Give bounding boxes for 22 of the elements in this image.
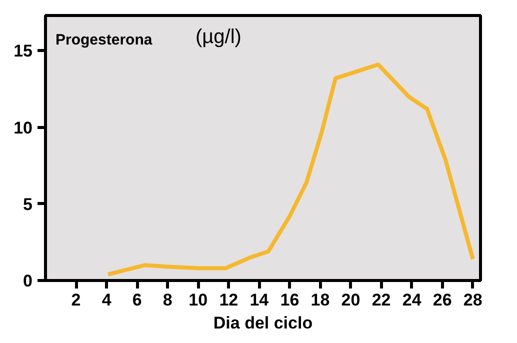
y-tick-label: 10 [14,118,33,138]
text: Progesterona [56,31,153,48]
x-tick-label: 20 [341,290,360,310]
line-series [106,62,475,276]
x-tick-label: 22 [372,290,391,310]
annotation: (µg/l) [196,26,242,48]
x-tick-label: 8 [162,290,172,310]
y-tick-label: 0 [23,272,33,290]
x-tick-label: 18 [310,290,330,310]
x-tick-label: 12 [219,290,238,310]
y-tick-label: 15 [14,42,33,61]
x-tick-label: 28 [463,290,482,310]
x-axis-title: Dia del ciclo [213,314,313,332]
x-tick-label: 16 [280,290,300,310]
x-tick-label: 10 [188,290,208,310]
x-tick-label: 26 [432,290,452,310]
x-tick-label: 6 [132,290,142,310]
x-tick-label: 2 [71,290,81,310]
x-tick-label: 24 [402,290,422,310]
x-tick-label: 14 [250,290,270,310]
y-tick-label: 5 [23,194,33,214]
x-tick-label: 4 [102,290,112,310]
